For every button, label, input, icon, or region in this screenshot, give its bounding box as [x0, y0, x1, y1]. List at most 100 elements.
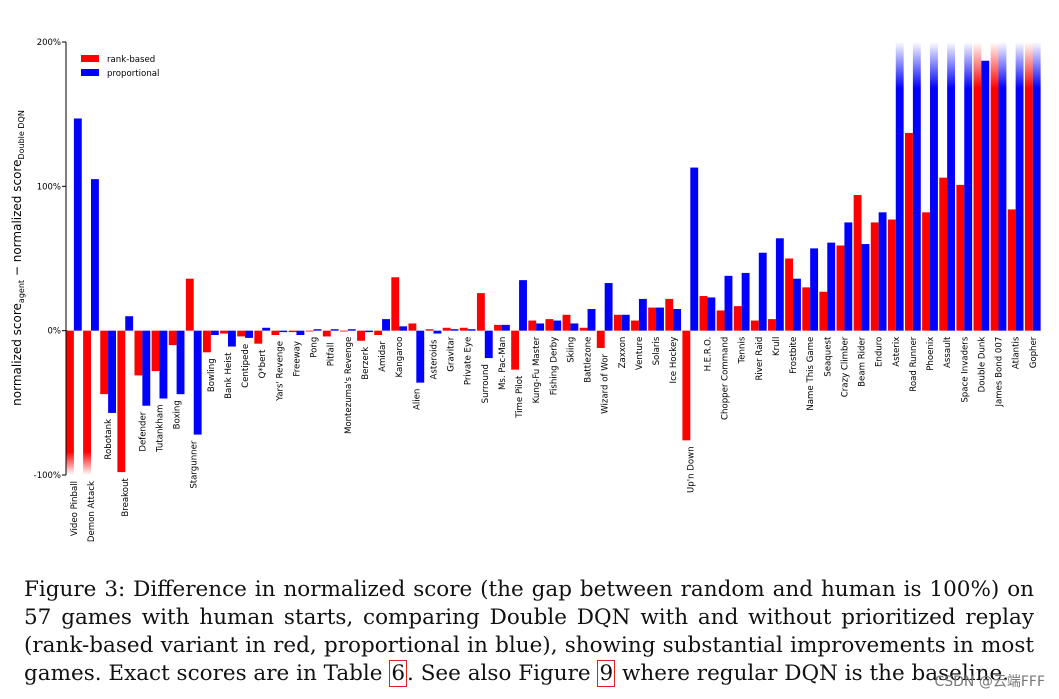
bar-proportional-20 — [416, 330, 425, 383]
bar-rank-based-14 — [305, 330, 314, 332]
x-tick-label: Double Dunk — [977, 337, 987, 393]
x-tick-labels: Video Pinball Demon Attack Robotank Breakou… — [70, 336, 1039, 542]
x-tick-label: Time Pilot — [515, 375, 525, 419]
x-tick-label: Stargunner — [190, 440, 200, 489]
bar-rank-based-0 — [66, 330, 74, 475]
bar-proportional-27 — [536, 323, 545, 331]
x-tick-label: Pitfall — [327, 342, 337, 366]
x-tick-label: Wizard of Wor — [601, 354, 611, 414]
bar-rank-based-49 — [905, 132, 913, 331]
bar-proportional-49 — [912, 42, 921, 331]
x-tick-label: Phoenix — [926, 337, 936, 371]
bar-rank-based-7 — [185, 278, 194, 331]
x-tick-label: Tutankham — [155, 405, 165, 454]
bar-proportional-33 — [638, 298, 647, 331]
bar-proportional-43 — [810, 248, 819, 331]
bar-rank-based-32 — [613, 314, 622, 331]
bar-proportional-54 — [998, 42, 1007, 331]
x-tick-label: Gravitar — [447, 336, 457, 372]
x-tick-label: Name This Game — [806, 337, 816, 411]
x-tick-label: Krull — [772, 337, 782, 356]
bar-proportional-34 — [656, 307, 664, 331]
x-tick-label: Centipede — [241, 344, 251, 388]
bar-proportional-24 — [484, 330, 493, 359]
bar-proportional-0 — [73, 118, 82, 331]
bar-proportional-2 — [108, 330, 116, 413]
x-tick-label: Surround — [481, 364, 491, 403]
bar-proportional-51 — [947, 42, 956, 331]
x-tick-label: Assault — [943, 336, 953, 368]
bar-rank-based-39 — [733, 306, 742, 331]
bar-proportional-26 — [519, 280, 527, 331]
bar-proportional-52 — [964, 42, 973, 331]
x-tick-label: Alien — [412, 389, 422, 410]
bar-rank-based-21 — [425, 329, 434, 331]
bar-rank-based-34 — [648, 307, 657, 331]
bar-proportional-25 — [501, 324, 510, 331]
bar-proportional-19 — [399, 326, 408, 331]
bar-rank-based-3 — [117, 330, 126, 473]
x-tick-label: Tennis — [738, 336, 748, 364]
x-tick-label: Solaris — [652, 336, 662, 365]
bar-rank-based-29 — [562, 314, 571, 331]
bar-proportional-38 — [724, 275, 733, 331]
bar-proportional-31 — [604, 283, 613, 331]
bars-group — [66, 42, 1041, 475]
bar-proportional-32 — [621, 314, 630, 331]
bar-rank-based-27 — [528, 320, 537, 331]
bar-proportional-29 — [570, 323, 579, 331]
bar-rank-based-56 — [1024, 42, 1033, 331]
bar-rank-based-8 — [202, 330, 211, 353]
bar-rank-based-12 — [271, 330, 280, 335]
bar-proportional-40 — [758, 252, 767, 331]
bar-proportional-28 — [553, 320, 562, 331]
x-tick-label: Breakout — [121, 477, 131, 516]
x-tick-label: Asterix — [892, 337, 902, 367]
bar-proportional-44 — [827, 242, 836, 331]
bar-rank-based-44 — [819, 291, 828, 331]
bar-proportional-6 — [176, 330, 185, 395]
x-tick-label: Robotank — [104, 419, 114, 460]
figure-reference-link[interactable]: 9 — [597, 660, 616, 687]
bar-rank-based-26 — [511, 330, 520, 370]
bar-rank-based-33 — [631, 320, 639, 331]
bar-proportional-23 — [467, 329, 476, 331]
x-tick-label: Gopher — [1029, 336, 1039, 368]
bar-rank-based-37 — [699, 296, 708, 331]
bar-rank-based-30 — [579, 327, 588, 331]
x-tick-label: Space Invaders — [960, 336, 970, 403]
bar-rank-based-38 — [716, 310, 725, 331]
bar-rank-based-48 — [887, 219, 896, 331]
x-tick-label: Enduro — [875, 337, 885, 367]
table-reference-link[interactable]: 6 — [389, 660, 408, 687]
y-tick-label: 0% — [48, 327, 62, 337]
x-tick-label: Zaxxon — [618, 337, 628, 369]
legend-label-rank-based: rank-based — [107, 55, 155, 65]
bar-rank-based-5 — [151, 330, 160, 372]
caption-text-2: . See also Figure — [407, 661, 598, 686]
legend: rank-based proportional — [81, 55, 159, 79]
x-tick-label: Kung-Fu Master — [532, 336, 542, 403]
x-tick-label: Venture — [635, 337, 645, 370]
bar-proportional-46 — [861, 244, 870, 331]
figure-caption: Figure 3: Difference in normalized score… — [24, 576, 1034, 688]
bar-proportional-12 — [279, 330, 288, 333]
legend-swatch-proportional — [81, 69, 99, 76]
bar-proportional-50 — [930, 42, 938, 331]
bar-rank-based-10 — [237, 330, 246, 337]
x-tick-label: Kangaroo — [395, 337, 405, 378]
bar-rank-based-23 — [459, 327, 468, 331]
bar-rank-based-18 — [374, 330, 383, 335]
bar-rank-based-6 — [168, 330, 177, 346]
bar-proportional-8 — [210, 330, 219, 335]
bar-rank-based-54 — [990, 42, 999, 331]
x-tick-label: Ice Hockey — [669, 337, 679, 384]
bar-proportional-18 — [382, 319, 390, 331]
bar-rank-based-15 — [322, 330, 331, 337]
bar-proportional-3 — [125, 316, 134, 331]
bar-rank-based-1 — [83, 330, 91, 475]
x-tick-label: Frostbite — [789, 337, 799, 374]
bar-rank-based-52 — [956, 184, 965, 331]
bar-proportional-47 — [878, 212, 887, 331]
bar-rank-based-42 — [785, 258, 794, 331]
